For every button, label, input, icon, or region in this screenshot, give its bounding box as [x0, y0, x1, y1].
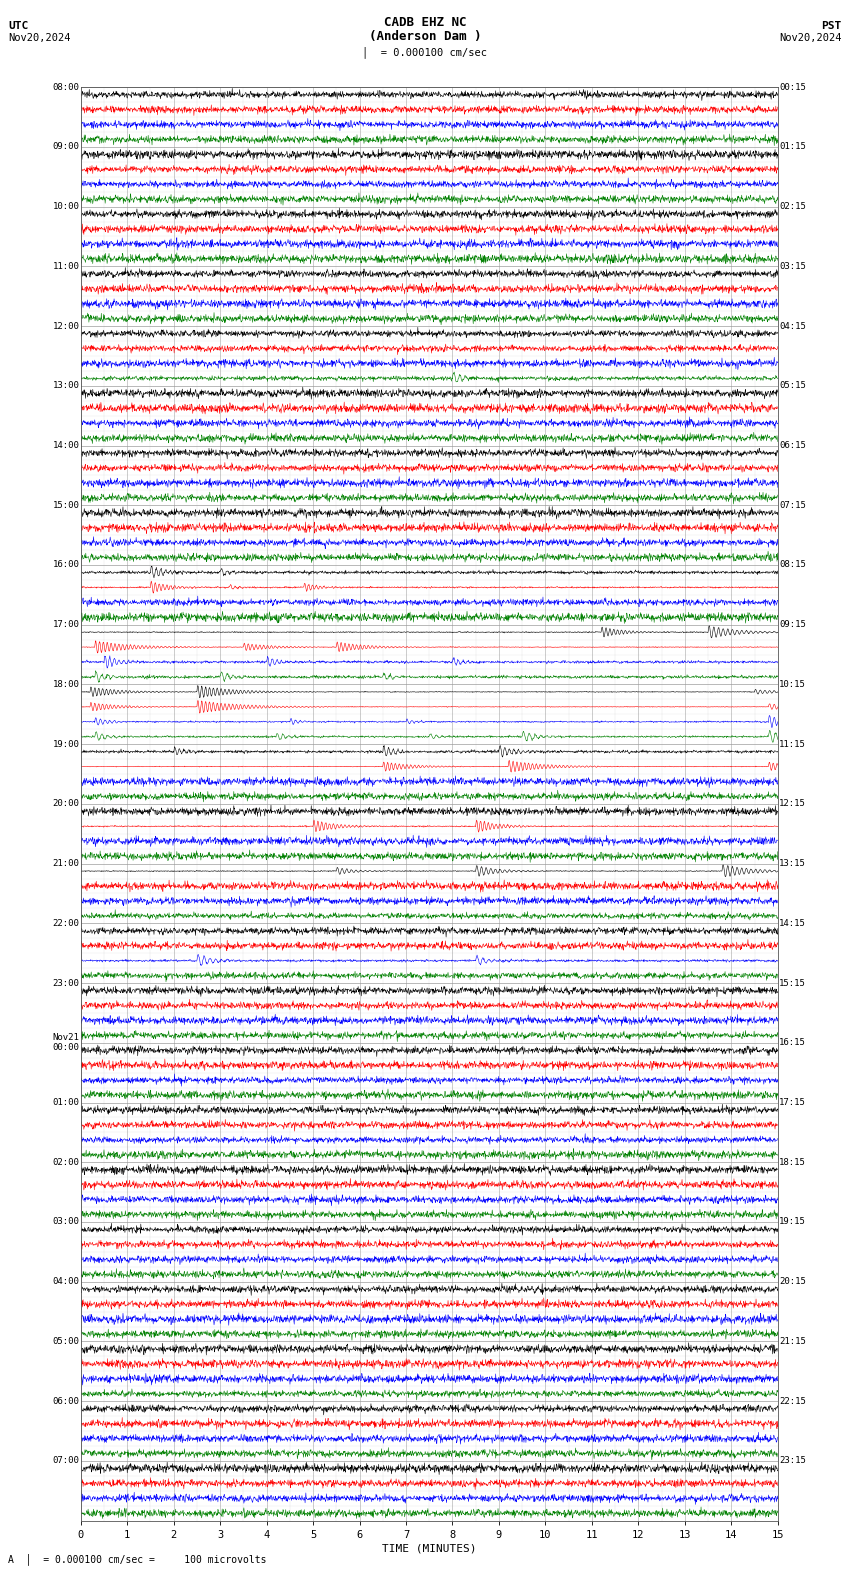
Text: 09:15: 09:15 [779, 621, 806, 629]
Text: 01:15: 01:15 [779, 143, 806, 152]
Text: 15:00: 15:00 [53, 501, 79, 510]
Text: 09:00: 09:00 [53, 143, 79, 152]
Text: 10:00: 10:00 [53, 203, 79, 211]
Text: 04:15: 04:15 [779, 322, 806, 331]
Text: 12:00: 12:00 [53, 322, 79, 331]
Text: 22:00: 22:00 [53, 919, 79, 928]
Text: CADB EHZ NC: CADB EHZ NC [383, 16, 467, 29]
Text: 07:00: 07:00 [53, 1456, 79, 1465]
Text: 22:15: 22:15 [779, 1397, 806, 1405]
Text: 00:15: 00:15 [779, 82, 806, 92]
Text: 19:15: 19:15 [779, 1218, 806, 1226]
Text: (Anderson Dam ): (Anderson Dam ) [369, 30, 481, 43]
Text: 21:15: 21:15 [779, 1337, 806, 1346]
Text: 03:15: 03:15 [779, 261, 806, 271]
Text: 03:00: 03:00 [53, 1218, 79, 1226]
Text: 16:15: 16:15 [779, 1038, 806, 1047]
Text: 13:00: 13:00 [53, 382, 79, 390]
Text: A  │  = 0.000100 cm/sec =     100 microvolts: A │ = 0.000100 cm/sec = 100 microvolts [8, 1554, 267, 1565]
Text: 16:00: 16:00 [53, 561, 79, 570]
Text: 06:00: 06:00 [53, 1397, 79, 1405]
Text: 12:15: 12:15 [779, 800, 806, 808]
Text: 20:00: 20:00 [53, 800, 79, 808]
Text: PST: PST [821, 21, 842, 30]
Text: 18:00: 18:00 [53, 680, 79, 689]
Text: 17:00: 17:00 [53, 621, 79, 629]
Text: 14:00: 14:00 [53, 440, 79, 450]
Text: │  = 0.000100 cm/sec: │ = 0.000100 cm/sec [362, 46, 488, 57]
Text: 05:00: 05:00 [53, 1337, 79, 1346]
Text: Nov20,2024: Nov20,2024 [8, 33, 71, 43]
Text: 02:00: 02:00 [53, 1158, 79, 1167]
Text: 02:15: 02:15 [779, 203, 806, 211]
Text: 13:15: 13:15 [779, 859, 806, 868]
X-axis label: TIME (MINUTES): TIME (MINUTES) [382, 1544, 477, 1554]
Text: 23:00: 23:00 [53, 979, 79, 987]
Text: 08:00: 08:00 [53, 82, 79, 92]
Text: 04:00: 04:00 [53, 1277, 79, 1286]
Text: 17:15: 17:15 [779, 1098, 806, 1107]
Text: Nov21
00:00: Nov21 00:00 [53, 1033, 79, 1052]
Text: 11:15: 11:15 [779, 740, 806, 749]
Text: 14:15: 14:15 [779, 919, 806, 928]
Text: 21:00: 21:00 [53, 859, 79, 868]
Text: 05:15: 05:15 [779, 382, 806, 390]
Text: 08:15: 08:15 [779, 561, 806, 570]
Text: 06:15: 06:15 [779, 440, 806, 450]
Text: 23:15: 23:15 [779, 1456, 806, 1465]
Text: UTC: UTC [8, 21, 29, 30]
Text: 10:15: 10:15 [779, 680, 806, 689]
Text: Nov20,2024: Nov20,2024 [779, 33, 842, 43]
Text: 19:00: 19:00 [53, 740, 79, 749]
Text: 20:15: 20:15 [779, 1277, 806, 1286]
Text: 15:15: 15:15 [779, 979, 806, 987]
Text: 07:15: 07:15 [779, 501, 806, 510]
Text: 01:00: 01:00 [53, 1098, 79, 1107]
Text: 18:15: 18:15 [779, 1158, 806, 1167]
Text: 11:00: 11:00 [53, 261, 79, 271]
